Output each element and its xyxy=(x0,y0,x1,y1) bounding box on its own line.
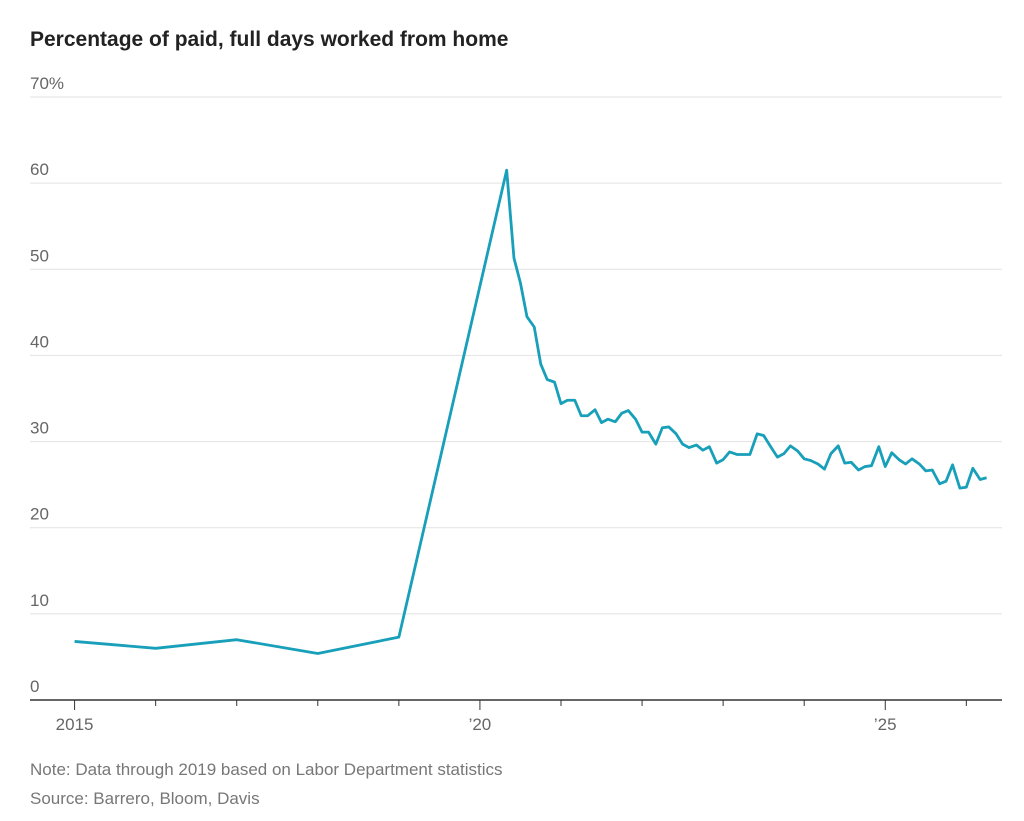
chart-title: Percentage of paid, full days worked fro… xyxy=(30,28,508,51)
y-tick-label: 40 xyxy=(30,332,49,351)
source: Source: Barrero, Bloom, Davis xyxy=(30,789,260,808)
x-tick-label: 2015 xyxy=(56,715,94,734)
x-tick-label: ’25 xyxy=(874,715,897,734)
note: Note: Data through 2019 based on Labor D… xyxy=(30,760,503,779)
x-tick-label: ’20 xyxy=(469,715,492,734)
line xyxy=(74,168,987,655)
y-tick-label: 30 xyxy=(30,419,49,438)
y-tick-label: 60 xyxy=(30,160,49,179)
y-tick-label: 50 xyxy=(30,246,49,265)
y-tick-label: 0 xyxy=(30,677,39,696)
y-tick-label: 70% xyxy=(30,74,64,93)
y-tick-label: 20 xyxy=(30,505,49,524)
y-tick-label: 10 xyxy=(30,591,49,610)
